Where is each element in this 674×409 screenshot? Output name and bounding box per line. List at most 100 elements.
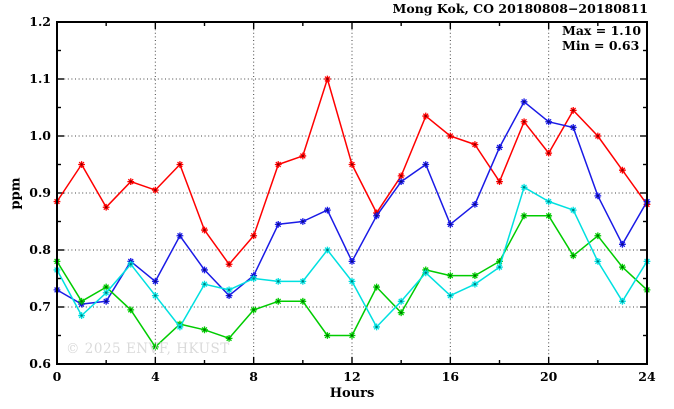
series-blue-marker-center xyxy=(227,294,231,297)
y-tick-label: 1.1 xyxy=(29,71,51,86)
series-cyan-marker-center xyxy=(572,208,575,212)
y-tick-label: 0.6 xyxy=(29,356,51,371)
series-blue-marker-center xyxy=(498,146,501,149)
series-cyan-marker-center xyxy=(547,200,550,203)
series-cyan-marker-center xyxy=(449,294,452,297)
x-tick-label: 20 xyxy=(539,369,558,384)
series-cyan-marker-center xyxy=(80,314,83,317)
series-red-marker-center xyxy=(522,120,526,123)
series-red-marker-center xyxy=(203,228,206,232)
series-blue-marker-center xyxy=(326,208,329,212)
series-red-marker-center xyxy=(572,109,575,112)
x-tick-label: 12 xyxy=(343,369,361,384)
series-red-marker-center xyxy=(326,77,329,81)
series-red-marker-center xyxy=(596,134,600,138)
series-red-marker-center xyxy=(80,163,83,166)
series-cyan-marker-center xyxy=(203,283,206,286)
series-red-marker-center xyxy=(104,206,108,209)
series-red-marker-center xyxy=(621,169,624,172)
series-cyan-marker-center xyxy=(596,260,600,263)
series-green-marker-center xyxy=(227,337,231,340)
min-label: Min = 0.63 xyxy=(562,37,640,53)
x-axis-label: Hours xyxy=(329,386,375,401)
series-blue-marker-center xyxy=(301,220,305,223)
series-green-marker-center xyxy=(522,214,526,217)
series-blue-marker-center xyxy=(547,120,550,123)
series-cyan-marker-center xyxy=(277,280,280,283)
series-green-marker-center xyxy=(596,234,600,237)
series-cyan-marker-center xyxy=(227,288,231,292)
series-cyan-marker-center xyxy=(326,248,329,252)
series-blue-marker-center xyxy=(277,223,280,226)
series-green-marker-center xyxy=(104,285,108,289)
series-red-marker-center xyxy=(252,234,255,237)
series-blue-marker-center xyxy=(375,214,378,217)
series-cyan-marker-center xyxy=(621,300,624,303)
series-cyan-marker-center xyxy=(154,294,157,297)
series-blue-marker-center xyxy=(399,180,403,183)
series-red-marker-center xyxy=(547,151,550,155)
series-blue-marker-center xyxy=(350,260,354,263)
series-cyan-marker-center xyxy=(252,277,255,280)
x-tick-label: 0 xyxy=(52,369,62,384)
max-label: Max = 1.10 xyxy=(562,23,642,38)
series-green-marker-center xyxy=(621,265,624,269)
series-red-marker-center xyxy=(498,180,501,183)
series-blue-marker-center xyxy=(424,163,427,166)
series-blue-marker-center xyxy=(596,194,600,198)
series-green-marker-center xyxy=(203,328,206,331)
x-tick-label: 4 xyxy=(150,369,160,384)
series-cyan-marker-center xyxy=(301,280,305,283)
series-blue-marker-center xyxy=(621,243,624,246)
chart-title: Mong Kok, CO 20180808−20180811 xyxy=(392,1,648,16)
series-red-marker-center xyxy=(449,134,452,138)
series-green-marker-center xyxy=(277,300,280,303)
series-green-marker-center xyxy=(375,285,378,289)
series-cyan-line xyxy=(56,186,648,328)
y-tick-label: 0.8 xyxy=(29,242,51,257)
series-red-marker-center xyxy=(277,163,280,166)
series-green-marker-center xyxy=(498,260,501,263)
series-cyan-marker-center xyxy=(424,271,427,274)
y-tick-label: 1.0 xyxy=(29,128,51,143)
y-tick-label: 1.2 xyxy=(29,14,51,29)
x-tick-label: 24 xyxy=(638,369,656,384)
series-blue-marker-center xyxy=(572,126,575,129)
series-cyan-marker-center xyxy=(129,263,132,266)
watermark: © 2025 ENVF, HKUST xyxy=(66,341,230,357)
series-cyan-marker-center xyxy=(104,291,108,294)
series-cyan-marker-center xyxy=(522,186,526,189)
series-red-marker-center xyxy=(424,114,427,118)
series-blue-marker-center xyxy=(522,100,526,104)
series-green-marker-center xyxy=(449,274,452,277)
series-cyan-marker-center xyxy=(498,265,501,269)
series-blue-marker-center xyxy=(178,234,182,237)
series-red-marker-center xyxy=(129,180,132,183)
series-red-marker-center xyxy=(350,163,354,166)
series-green-marker-center xyxy=(129,308,132,312)
y-tick-label: 0.9 xyxy=(29,185,51,200)
series-green-marker-center xyxy=(473,274,477,277)
series-cyan-marker-center xyxy=(375,325,378,329)
series-green-marker-center xyxy=(301,300,305,303)
series-red-line xyxy=(56,78,648,266)
series-green-marker-center xyxy=(80,300,83,303)
series-cyan-marker-center xyxy=(399,300,403,303)
series-red-marker-center xyxy=(301,154,305,158)
series-green-marker-center xyxy=(154,345,157,349)
series-red-marker-center xyxy=(178,163,182,166)
y-tick-label: 0.7 xyxy=(29,299,51,314)
series-green-marker-center xyxy=(326,334,329,337)
series-blue-marker-center xyxy=(104,300,108,303)
series-cyan-marker-center xyxy=(473,283,477,286)
series-green-marker-center xyxy=(350,334,354,337)
series-red-marker-center xyxy=(399,174,403,178)
series-green-marker-center xyxy=(547,214,550,217)
series-cyan-marker-center xyxy=(350,280,354,283)
series-blue-marker-center xyxy=(449,223,452,226)
series-green-marker-center xyxy=(572,254,575,257)
axis-frame xyxy=(56,21,648,365)
series-blue-marker-center xyxy=(473,203,477,206)
series-cyan-marker-center xyxy=(178,325,182,329)
